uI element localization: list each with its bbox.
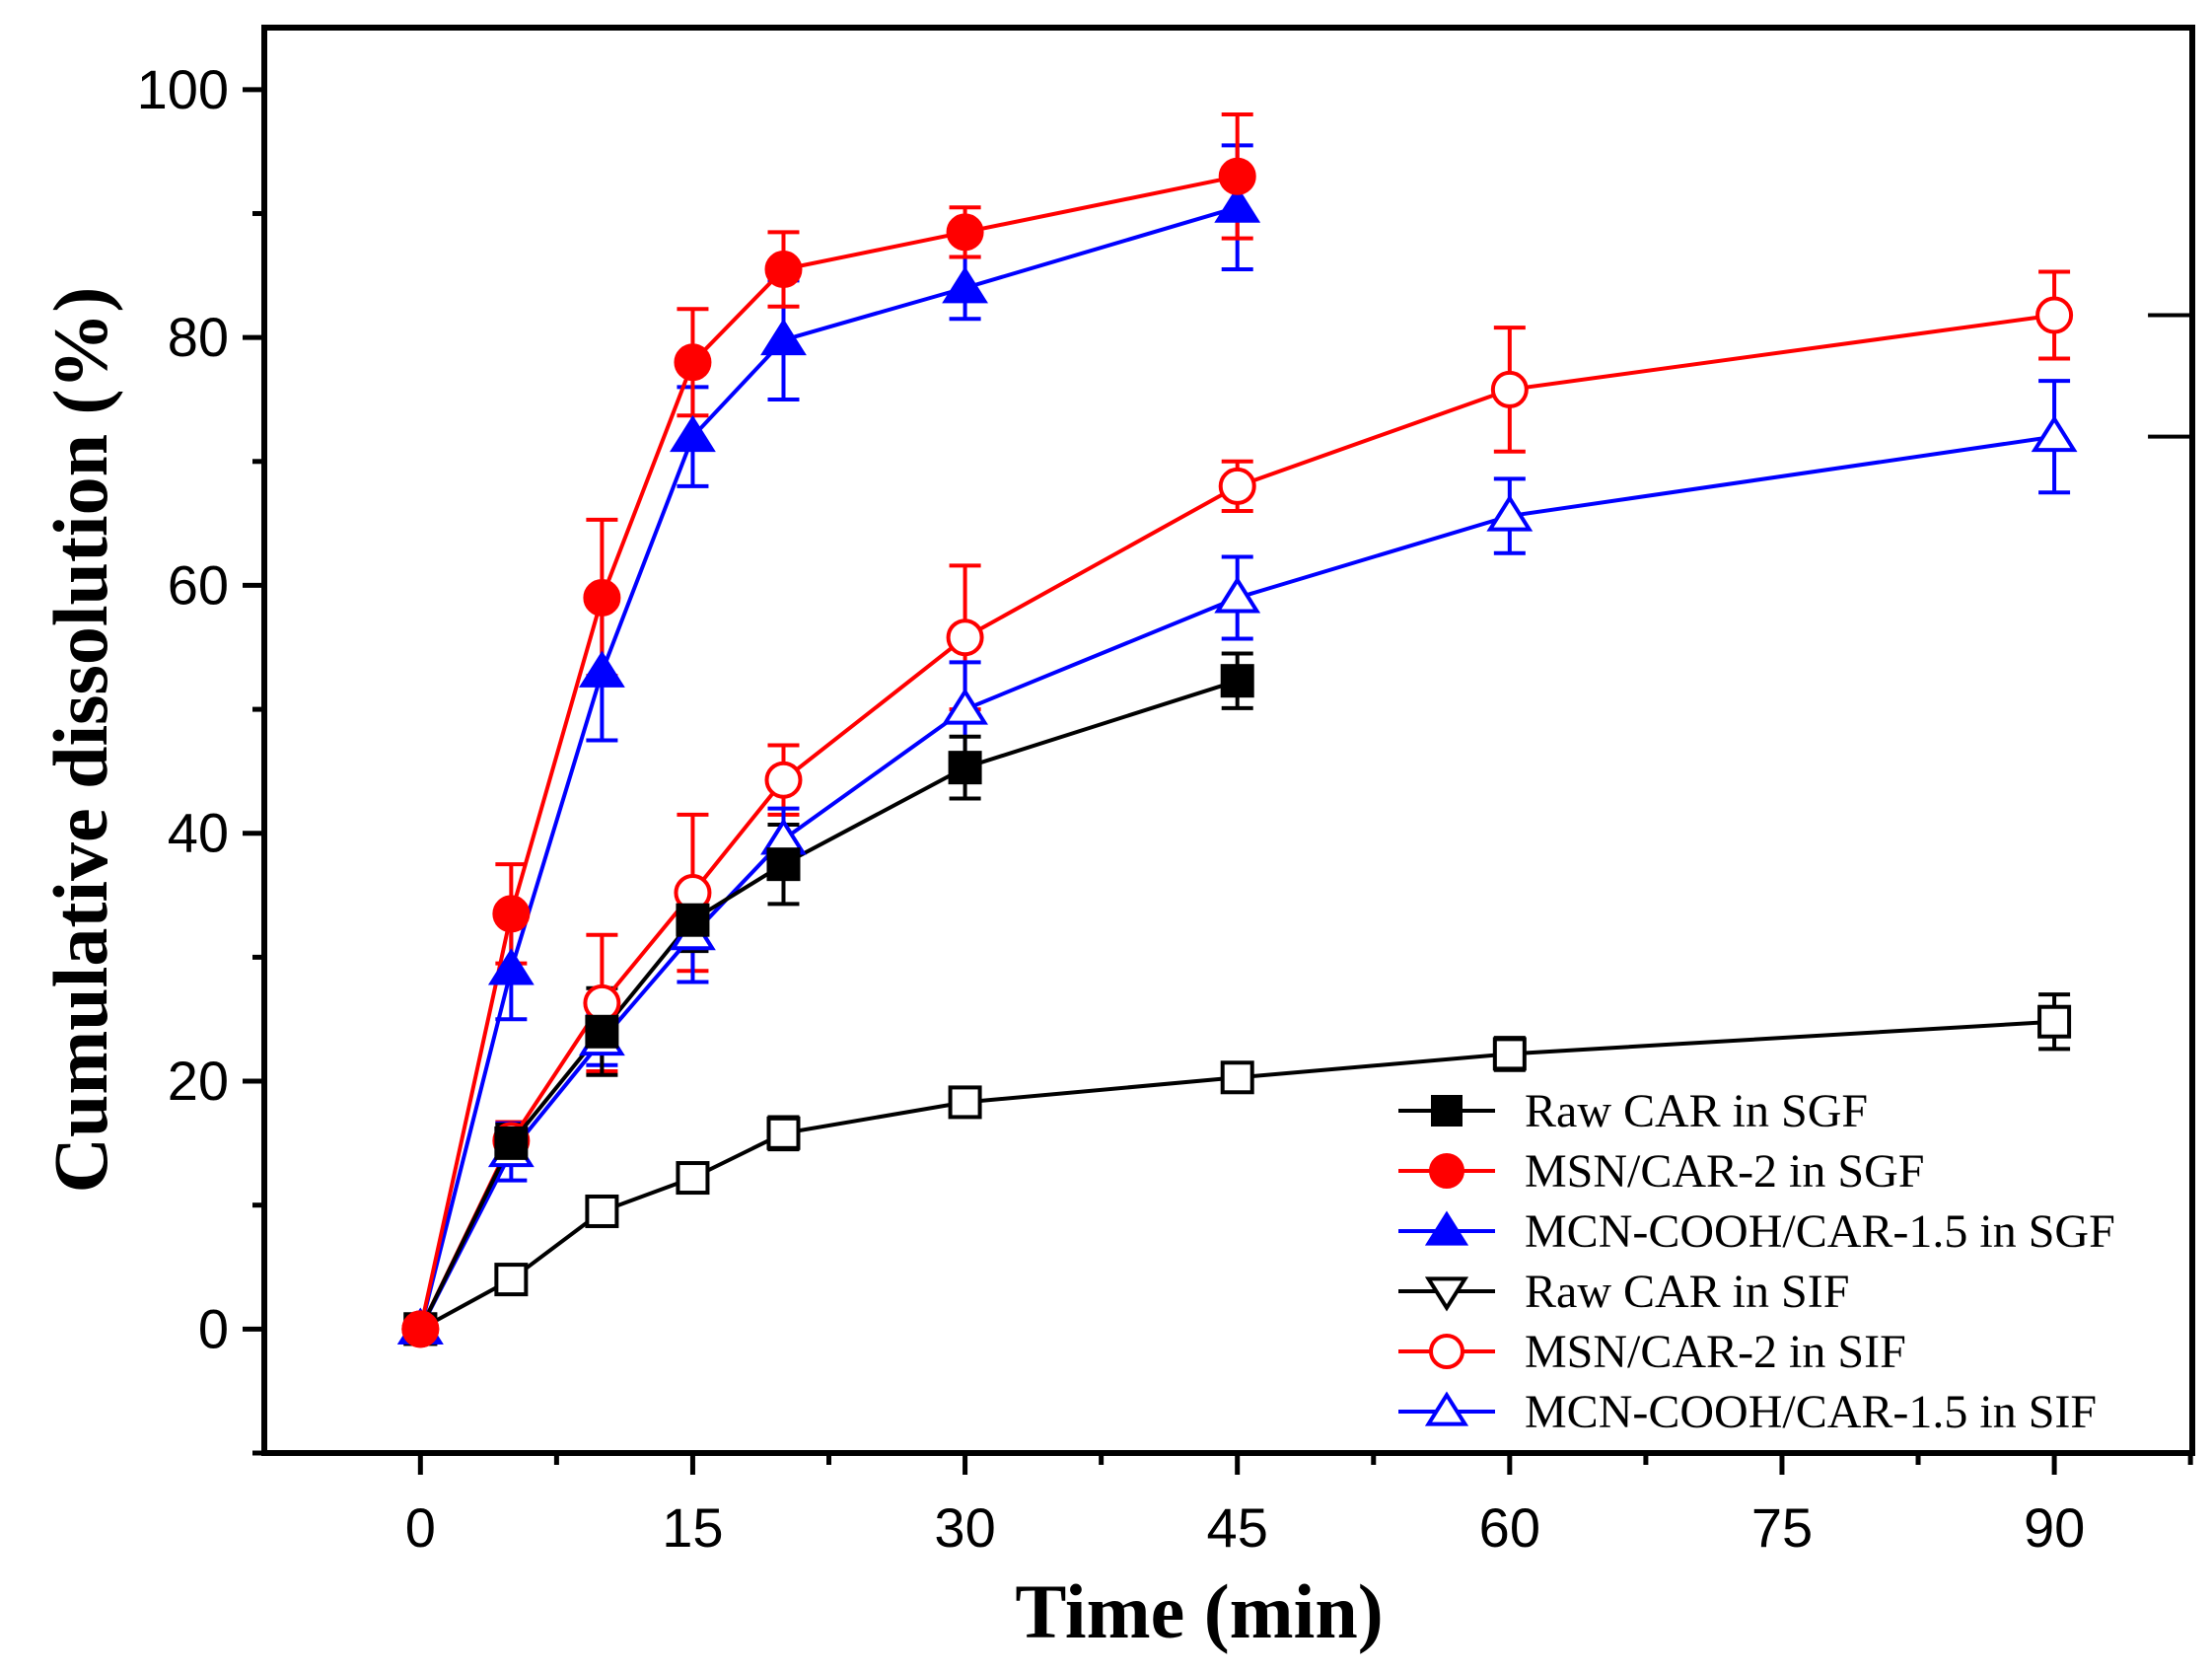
significance-bracket [2148, 313, 2195, 439]
y-axis-title: Cumulative dissolution (%) [37, 287, 123, 1194]
y-tick-label: 20 [168, 1050, 229, 1112]
y-tick-label: 60 [168, 553, 229, 616]
data-point [764, 761, 803, 799]
legend-marker [1429, 1153, 1464, 1189]
legend: Raw CAR in SGF MSN/CAR-2 in SGF MCN-COOH/C… [1398, 1085, 2115, 1438]
legend-marker [1431, 1095, 1463, 1127]
data-point [578, 650, 625, 688]
x-axis-title: Time (min) [1015, 1568, 1383, 1654]
data-point [766, 1116, 801, 1150]
data-point [1486, 494, 1534, 532]
data-point [2035, 296, 2074, 334]
legend-marker [1424, 1391, 1469, 1426]
data-point [1214, 185, 1261, 223]
x-tick-label: 0 [405, 1496, 436, 1559]
data-point [670, 414, 716, 453]
data-point [764, 251, 803, 289]
data-point [494, 1263, 529, 1297]
legend-label: MSN/CAR-2 in SGF [1525, 1145, 1924, 1198]
series-line [418, 174, 1239, 1330]
data-point [1490, 370, 1529, 408]
data-point [583, 579, 621, 617]
legend-marker [1424, 1276, 1469, 1312]
x-tick-label: 75 [1751, 1496, 1813, 1559]
plot-frame [261, 25, 2195, 1456]
x-tick-label: 30 [934, 1496, 995, 1559]
legend-label: MCN-COOH/CAR-1.5 in SIF [1525, 1386, 2097, 1438]
data-point [2031, 414, 2078, 453]
data-point [948, 1085, 982, 1120]
data-point [585, 1014, 619, 1049]
data-point [760, 318, 807, 356]
data-point [401, 1310, 440, 1348]
data-point [676, 1161, 710, 1196]
legend-marker [1429, 1334, 1464, 1369]
legend-label: MSN/CAR-2 in SIF [1525, 1326, 1906, 1378]
x-tick-label: 90 [2024, 1496, 2085, 1559]
y-tick-label: 100 [137, 58, 229, 120]
data-point [946, 618, 984, 657]
data-point [942, 266, 988, 304]
x-tick-label: 60 [1479, 1496, 1540, 1559]
data-point [585, 1194, 619, 1228]
data-point [1218, 157, 1256, 195]
data-point [766, 847, 801, 882]
data-point [492, 895, 531, 933]
data-point [494, 1126, 529, 1160]
data-point [1492, 1037, 1527, 1071]
x-tick-label: 15 [662, 1496, 723, 1559]
data-point [942, 688, 988, 725]
data-point [1220, 664, 1254, 698]
y-tick-label: 40 [168, 802, 229, 864]
x-tick-label: 45 [1207, 1496, 1268, 1559]
data-point [948, 751, 982, 785]
legend-label: Raw CAR in SGF [1525, 1085, 1868, 1137]
data-point [674, 343, 712, 382]
data-point [676, 903, 710, 937]
legend-label: Raw CAR in SIF [1525, 1266, 1849, 1318]
series-line [418, 679, 1239, 1331]
data-point [1218, 467, 1256, 505]
data-point [2037, 1004, 2072, 1039]
data-point [1214, 576, 1261, 614]
series-line [418, 205, 1239, 1330]
data-point [487, 948, 535, 985]
y-tick-label: 80 [168, 306, 229, 368]
data-point [1220, 1060, 1254, 1095]
data-point [946, 213, 984, 252]
legend-label: MCN-COOH/CAR-1.5 in SGF [1525, 1205, 2115, 1258]
legend-marker [1424, 1210, 1469, 1246]
y-tick-label: 0 [198, 1297, 229, 1359]
